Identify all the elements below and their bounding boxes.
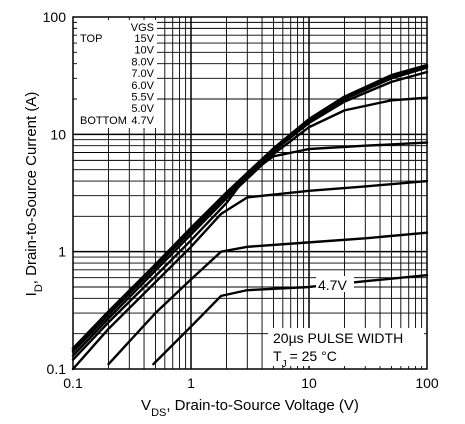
temp-main: T [273,348,282,364]
x-axis-title: VDS, Drain-to-Source Voltage (V) [141,397,359,419]
legend-background [77,20,157,128]
x-tick-label: 10 [301,375,317,391]
x-tick-label: 0.1 [63,375,83,391]
series-line-4-7v-upper [107,231,429,366]
x-axis-title-main: V [141,397,151,414]
legend-entry: 8.0V [131,56,154,68]
legend-entry: 7.0V [131,68,154,80]
legend-header-left: TOP [80,33,102,45]
y-tick-label: 10 [50,126,66,142]
y-axis-title-sub: D [33,284,45,292]
legend-entry: 5.0V [131,103,154,115]
series-layer [71,63,429,371]
x-axis-title-rest: , Drain-to-Source Voltage (V) [166,397,359,414]
legend-entry: 10V [134,45,154,57]
x-tick-label: 1 [187,375,195,391]
legend-footer-left: BOTTOM [80,115,127,127]
conditions-background [268,328,424,366]
x-tick-label: 100 [415,375,439,391]
series-line-5-0v [71,179,429,371]
y-axis-title: ID, Drain-to-Source Current (A) [23,92,45,297]
legend-entry: 6.0V [131,80,154,92]
y-tick-label: 0.1 [47,361,67,377]
y-tick-label: 100 [43,9,67,25]
x-axis-title-sub: DS [151,407,166,419]
temp-rest: = 25 °C [290,348,337,364]
series-line-4-7v [152,274,429,366]
y-tick-label: 1 [58,244,66,260]
pulse-width-note: 20µs PULSE WIDTH [273,330,403,346]
tick-label-layer: 0.1 1 10 100 0.1 1 10 100 [43,9,439,391]
curve-label-background [316,276,354,292]
legend-entry: 5.5V [131,92,154,104]
legend-entry: 4.7V [131,115,154,127]
legend-header-right: VGS [131,22,154,34]
curve-label-4-7v: 4.7V [318,277,347,293]
plot-frame [72,16,428,370]
series-line-5-5v [71,141,429,361]
y-axis-title-main: I [23,292,40,296]
temp-sub: J [282,359,287,370]
y-axis-title-rest: , Drain-to-Source Current (A) [23,92,40,285]
series-line-6-0v [71,96,429,357]
legend-entry: 15V [134,33,154,45]
grid-layer [73,17,427,369]
junction-temperature-note: TJ = 25 °C [273,348,337,370]
